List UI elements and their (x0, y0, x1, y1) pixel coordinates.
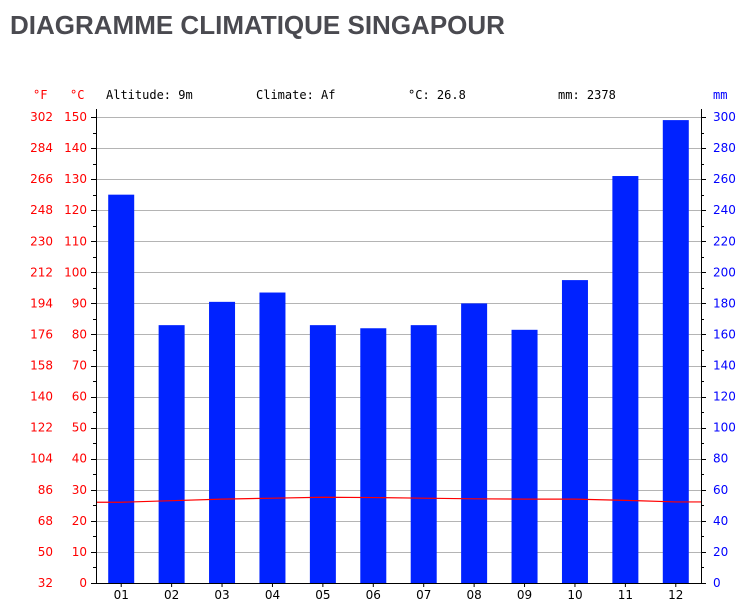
celsius-tick-label: 30 (72, 483, 87, 497)
annual-precipitation-label: mm: 2378 (558, 88, 616, 102)
fahrenheit-tick-label: 212 (30, 265, 53, 279)
precipitation-tick-label: 160 (713, 327, 736, 341)
precipitation-tick-label: 200 (713, 265, 736, 279)
precipitation-bar (662, 120, 689, 584)
celsius-tick-label: 50 (72, 421, 87, 435)
x-tick-label: 06 (366, 588, 381, 602)
celsius-tick-label: 140 (64, 141, 87, 155)
precipitation-tick-label: 20 (713, 545, 728, 559)
x-tick-label: 02 (164, 588, 179, 602)
fahrenheit-tick-label: 284 (30, 141, 53, 155)
fahrenheit-tick-label: 32 (38, 576, 53, 590)
x-tick-label: 07 (416, 588, 431, 602)
chart-title: DIAGRAMME CLIMATIQUE SINGAPOUR (10, 10, 505, 40)
fahrenheit-tick-label: 248 (30, 203, 53, 217)
x-tick-label: 12 (668, 588, 683, 602)
x-tick-label: 08 (466, 588, 481, 602)
precipitation-tick-label: 260 (713, 172, 736, 186)
x-tick-label: 05 (315, 588, 330, 602)
fahrenheit-tick-label: 140 (30, 390, 53, 404)
fahrenheit-tick-label: 50 (38, 545, 53, 559)
precipitation-tick-label: 80 (713, 452, 728, 466)
celsius-tick-label: 40 (72, 452, 87, 466)
precipitation-bar (360, 328, 387, 583)
x-tick-label: 03 (214, 588, 229, 602)
celsius-tick-label: 130 (64, 172, 87, 186)
celsius-tick-label: 10 (72, 545, 87, 559)
celsius-tick-label: 0 (79, 576, 87, 590)
altitude-label: Altitude: 9m (106, 88, 193, 102)
mean-temperature-label: °C: 26.8 (408, 88, 466, 102)
precipitation-bar (309, 325, 336, 583)
temperature-line (96, 496, 701, 503)
celsius-tick-label: 150 (64, 110, 87, 124)
precipitation-tick-label: 60 (713, 483, 728, 497)
precipitation-bar (108, 194, 135, 583)
fahrenheit-tick-label: 230 (30, 234, 53, 248)
celsius-tick-label: 100 (64, 265, 87, 279)
x-tick-label: 10 (567, 588, 582, 602)
x-tick-label: 04 (265, 588, 280, 602)
fahrenheit-tick-label: 86 (38, 483, 53, 497)
celsius-unit-label: °C (70, 88, 84, 102)
fahrenheit-tick-label: 122 (30, 421, 53, 435)
precipitation-tick-label: 220 (713, 234, 736, 248)
fahrenheit-tick-label: 158 (30, 359, 53, 373)
fahrenheit-tick-label: 176 (30, 327, 53, 341)
temperature-line-path (96, 496, 701, 503)
millimeter-unit-label: mm (713, 88, 727, 102)
climate-label: Climate: Af (256, 88, 335, 102)
precipitation-tick-label: 140 (713, 359, 736, 373)
info-header: °F °C Altitude: 9m Climate: Af °C: 26.8 … (33, 88, 727, 102)
celsius-tick-label: 20 (72, 514, 87, 528)
precipitation-tick-label: 0 (713, 576, 721, 590)
precipitation-tick-label: 40 (713, 514, 728, 528)
celsius-tick-label: 90 (72, 296, 87, 310)
grid-lines (96, 117, 701, 553)
precipitation-bar (209, 301, 236, 583)
precipitation-bar (158, 325, 185, 583)
precipitation-bar (612, 176, 639, 583)
celsius-tick-label: 80 (72, 327, 87, 341)
x-tick-label: 01 (114, 588, 129, 602)
celsius-tick-label: 120 (64, 203, 87, 217)
precipitation-tick-label: 240 (713, 203, 736, 217)
precipitation-tick-label: 180 (713, 296, 736, 310)
axes (91, 109, 706, 587)
x-tick-label: 09 (517, 588, 532, 602)
fahrenheit-tick-label: 68 (38, 514, 53, 528)
precipitation-tick-label: 100 (713, 421, 736, 435)
x-tick-label: 11 (618, 588, 633, 602)
precipitation-tick-label: 280 (713, 141, 736, 155)
fahrenheit-unit-label: °F (33, 88, 47, 102)
fahrenheit-tick-label: 302 (30, 110, 53, 124)
fahrenheit-tick-label: 266 (30, 172, 53, 186)
precipitation-tick-label: 120 (713, 390, 736, 404)
precipitation-bar (410, 325, 437, 583)
celsius-tick-label: 70 (72, 359, 87, 373)
fahrenheit-tick-label: 194 (30, 296, 53, 310)
tick-labels: 01 02 03 04 05 06 07 08 09 10 11 120321050206830864… (30, 110, 736, 602)
celsius-tick-label: 110 (64, 234, 87, 248)
precipitation-bar (259, 292, 286, 583)
precipitation-bar (511, 329, 538, 583)
precipitation-bars (108, 120, 689, 584)
precipitation-bar (461, 303, 488, 583)
fahrenheit-tick-label: 104 (30, 452, 53, 466)
precipitation-bar (561, 280, 588, 583)
celsius-tick-label: 60 (72, 390, 87, 404)
precipitation-tick-label: 300 (713, 110, 736, 124)
